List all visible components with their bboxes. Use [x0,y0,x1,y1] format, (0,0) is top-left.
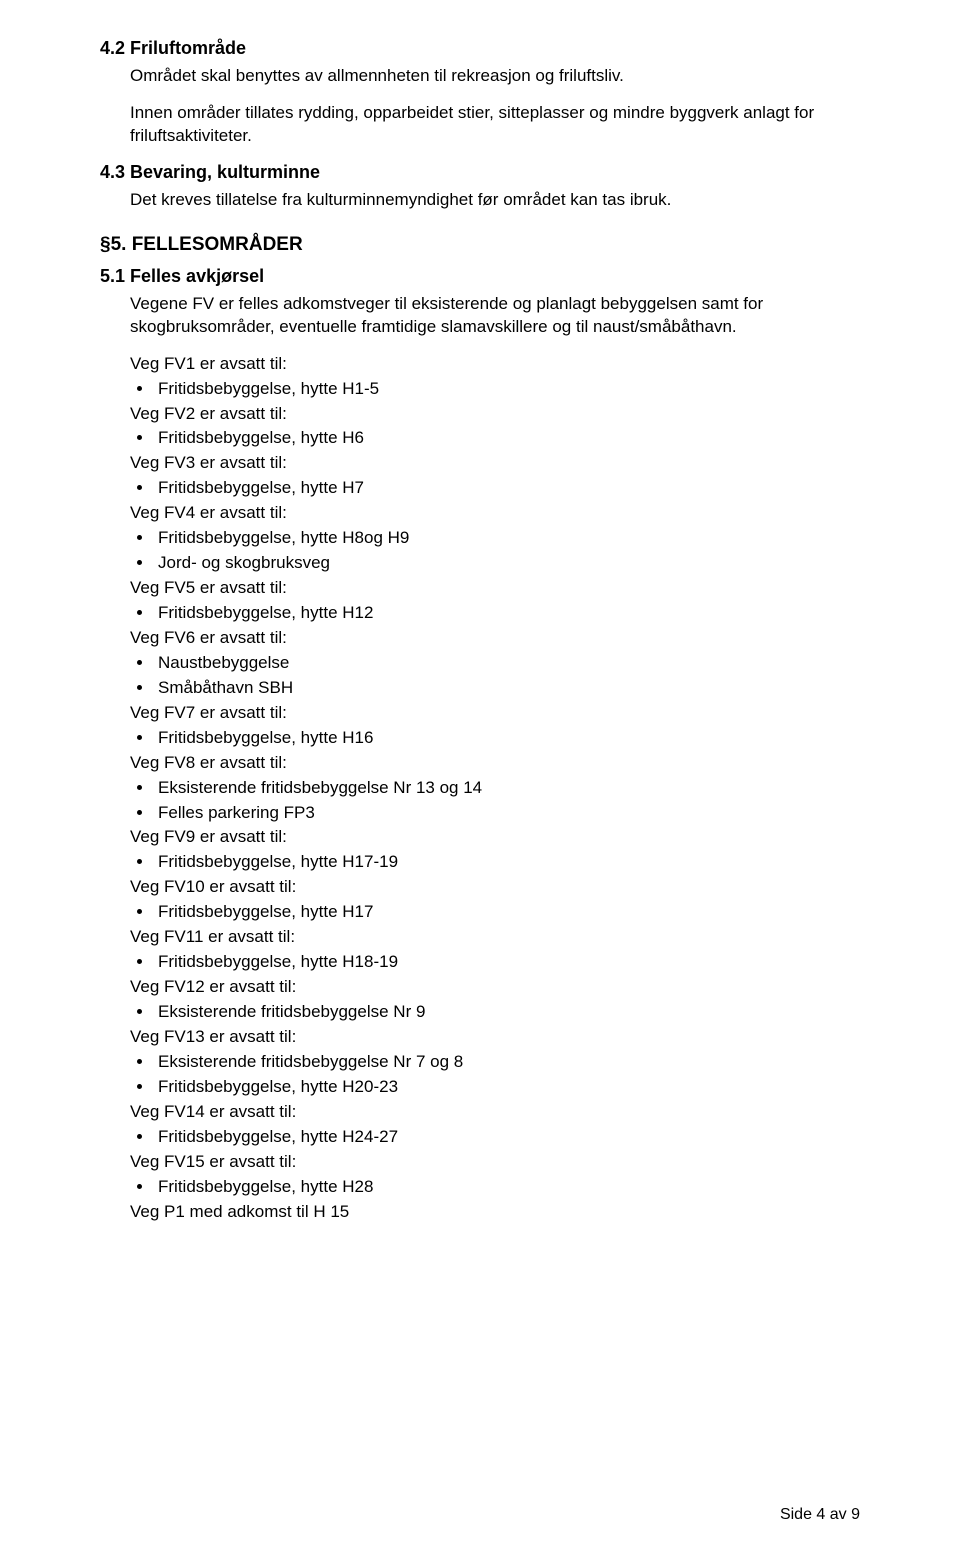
veg-group-list: Fritidsbebyggelse, hytte H24-27 [154,1126,860,1149]
veg-list-item: Fritidsbebyggelse, hytte H1-5 [154,378,860,401]
veg-list-item: Småbåthavn SBH [154,677,860,700]
veg-list-item: Fritidsbebyggelse, hytte H17-19 [154,851,860,874]
veg-list-item: Jord- og skogbruksveg [154,552,860,575]
veg-group-list: Fritidsbebyggelse, hytte H17 [154,901,860,924]
veg-group-list: Fritidsbebyggelse, hytte H7 [154,477,860,500]
veg-group-list: Eksisterende fritidsbebyggelse Nr 13 og … [154,777,860,825]
heading-5: §5. FELLESOMRÅDER [100,234,860,256]
veg-group-title: Veg FV6 er avsatt til: [130,627,860,650]
veg-group-title: Veg FV14 er avsatt til: [130,1101,860,1124]
veg-group-title: Veg FV2 er avsatt til: [130,403,860,426]
veg-group-title: Veg FV9 er avsatt til: [130,826,860,849]
veg-group-list: Fritidsbebyggelse, hytte H8og H9Jord- og… [154,527,860,575]
veg-list-item: Fritidsbebyggelse, hytte H7 [154,477,860,500]
veg-list-item: Fritidsbebyggelse, hytte H17 [154,901,860,924]
veg-list-item: Fritidsbebyggelse, hytte H6 [154,427,860,450]
paragraph-4-2-b: Innen områder tillates rydding, opparbei… [130,102,860,148]
veg-group-list: NaustbebyggelseSmåbåthavn SBH [154,652,860,700]
veg-list-container: Veg FV1 er avsatt til:Fritidsbebyggelse,… [100,353,860,1199]
veg-group-list: Eksisterende fritidsbebyggelse Nr 9 [154,1001,860,1024]
veg-group-list: Fritidsbebyggelse, hytte H28 [154,1176,860,1199]
veg-list-item: Fritidsbebyggelse, hytte H16 [154,727,860,750]
veg-group-title: Veg FV3 er avsatt til: [130,452,860,475]
veg-list-item: Eksisterende fritidsbebyggelse Nr 7 og 8 [154,1051,860,1074]
veg-group-title: Veg FV13 er avsatt til: [130,1026,860,1049]
veg-list-item: Felles parkering FP3 [154,802,860,825]
veg-list-item: Naustbebyggelse [154,652,860,675]
veg-group-title: Veg FV12 er avsatt til: [130,976,860,999]
veg-list-item: Fritidsbebyggelse, hytte H12 [154,602,860,625]
paragraph-5-1-intro: Vegene FV er felles adkomstveger til eks… [130,293,860,339]
veg-group-title: Veg FV11 er avsatt til: [130,926,860,949]
heading-4-2: 4.2 Friluftområde [100,38,860,59]
veg-group-list: Fritidsbebyggelse, hytte H6 [154,427,860,450]
paragraph-4-2-a: Området skal benyttes av allmennheten ti… [130,65,860,88]
veg-group-title: Veg FV4 er avsatt til: [130,502,860,525]
veg-group-title: Veg FV8 er avsatt til: [130,752,860,775]
veg-group-title: Veg FV15 er avsatt til: [130,1151,860,1174]
veg-list-item: Fritidsbebyggelse, hytte H18-19 [154,951,860,974]
veg-group-title: Veg FV7 er avsatt til: [130,702,860,725]
veg-group-title: Veg FV1 er avsatt til: [130,353,860,376]
veg-group-list: Fritidsbebyggelse, hytte H1-5 [154,378,860,401]
veg-list-item: Eksisterende fritidsbebyggelse Nr 13 og … [154,777,860,800]
veg-group-title: Veg FV5 er avsatt til: [130,577,860,600]
veg-list-item: Eksisterende fritidsbebyggelse Nr 9 [154,1001,860,1024]
veg-list-item: Fritidsbebyggelse, hytte H24-27 [154,1126,860,1149]
veg-trailing-line: Veg P1 med adkomst til H 15 [130,1201,860,1224]
veg-list-item: Fritidsbebyggelse, hytte H8og H9 [154,527,860,550]
page-footer: Side 4 av 9 [780,1506,860,1524]
veg-group-list: Fritidsbebyggelse, hytte H18-19 [154,951,860,974]
veg-group-list: Fritidsbebyggelse, hytte H12 [154,602,860,625]
veg-list-item: Fritidsbebyggelse, hytte H28 [154,1176,860,1199]
veg-group-list: Eksisterende fritidsbebyggelse Nr 7 og 8… [154,1051,860,1099]
paragraph-4-3-a: Det kreves tillatelse fra kulturminnemyn… [130,189,860,212]
veg-group-list: Fritidsbebyggelse, hytte H17-19 [154,851,860,874]
heading-5-1: 5.1 Felles avkjørsel [100,266,860,287]
veg-list-item: Fritidsbebyggelse, hytte H20-23 [154,1076,860,1099]
veg-group-list: Fritidsbebyggelse, hytte H16 [154,727,860,750]
heading-4-3: 4.3 Bevaring, kulturminne [100,162,860,183]
veg-group-title: Veg FV10 er avsatt til: [130,876,860,899]
